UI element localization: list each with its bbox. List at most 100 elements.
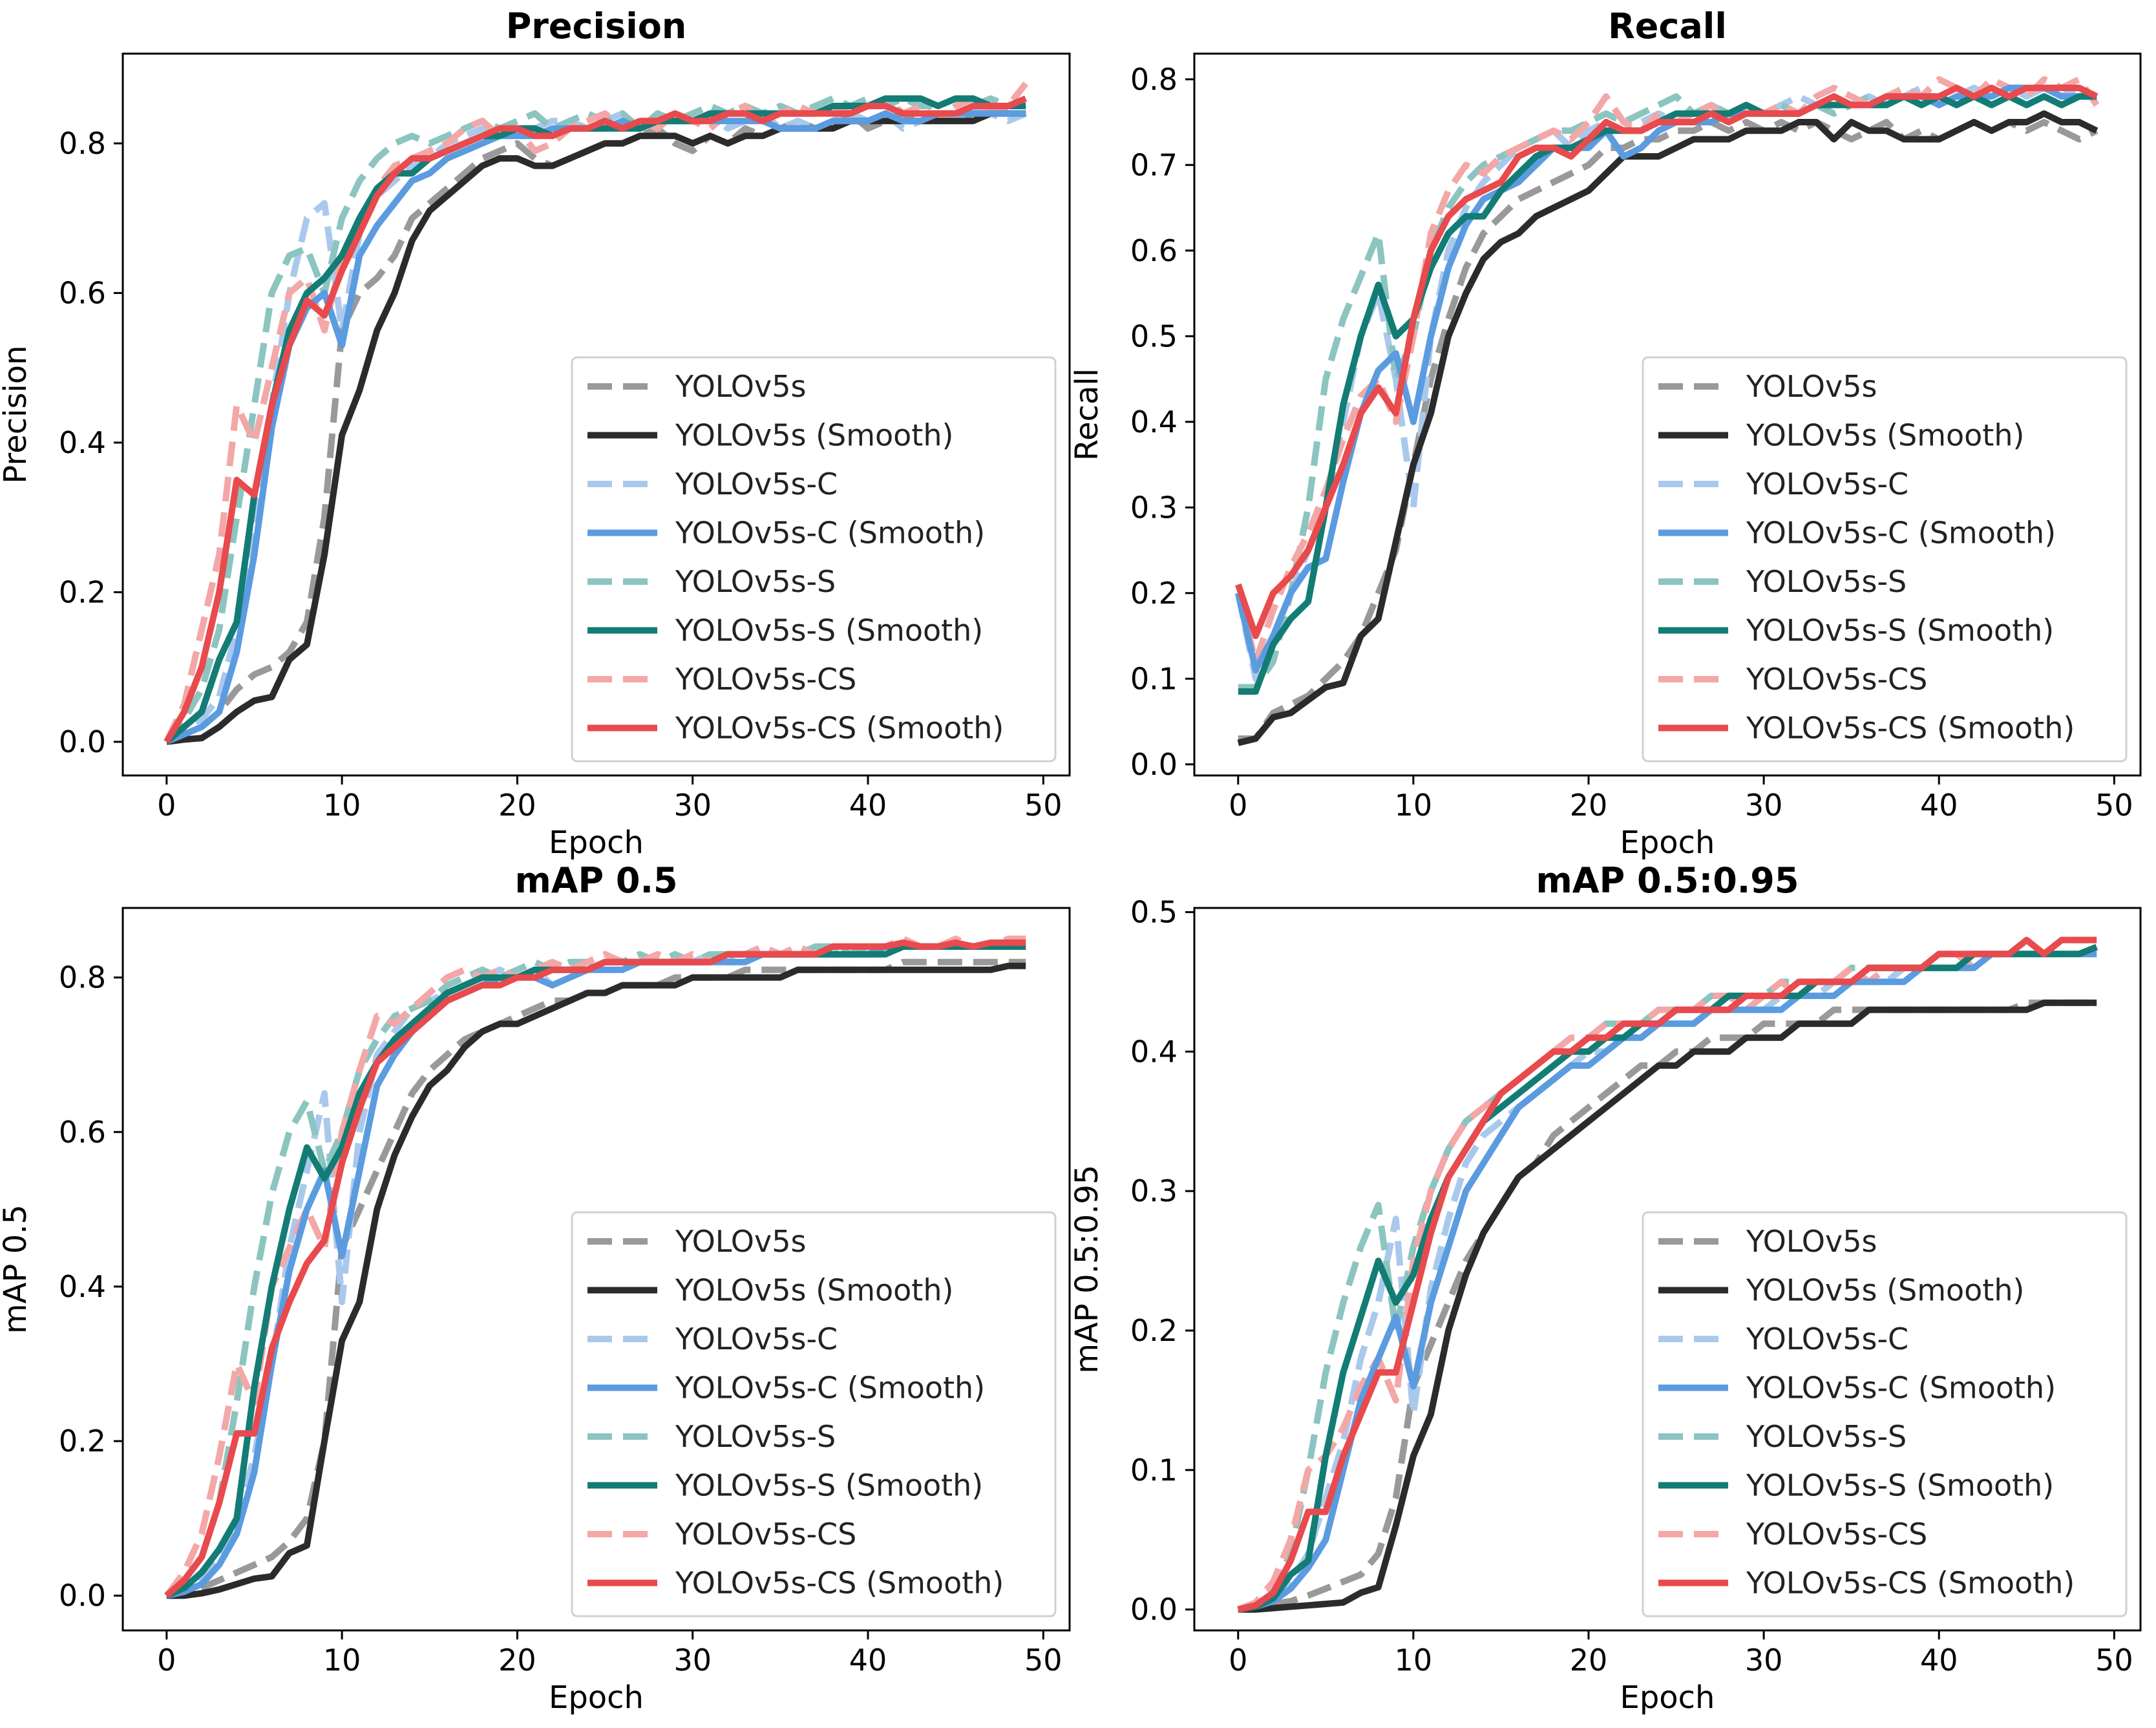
chart-panel-map-0-5: mAP 0.5 0 10 20 30 40 50 0.0 0.2 0.4 0.6 0.8 Epoch mA… xyxy=(0,860,1071,1716)
x-tick-label: 40 xyxy=(849,788,887,823)
y-tick-label: 0.8 xyxy=(59,960,106,995)
legend: YOLOv5s YOLOv5s (Smooth) YOLOv5s-C YOLOv5s-… xyxy=(571,1211,1057,1617)
plot-area xyxy=(164,81,1029,745)
legend-label: YOLOv5s-S xyxy=(675,564,836,599)
x-axis-label: Epoch xyxy=(1620,825,1715,861)
chart-panel-precision: Precision 0 10 20 30 40 50 0.0 0.2 0.4 0.6 0.8 Epoch… xyxy=(0,6,1071,861)
y-tick-label: 0.4 xyxy=(1130,1034,1178,1069)
y-tick-label: 0.4 xyxy=(59,1269,106,1304)
plot-frame xyxy=(122,907,1071,1632)
x-tick-label: 40 xyxy=(1920,1643,1958,1678)
series-line-yolov5s-smooth xyxy=(1237,110,2098,746)
legend-label: YOLOv5s-C (Smooth) xyxy=(675,516,985,551)
legend-label: YOLOv5s-S xyxy=(1746,564,1907,599)
y-tick-label: 0.0 xyxy=(59,1578,106,1613)
x-tick-label: 50 xyxy=(1024,788,1062,823)
legend-label: YOLOv5s-C (Smooth) xyxy=(1746,516,2056,551)
plot-area xyxy=(1236,936,2098,1613)
x-tick-label: 0 xyxy=(157,1643,176,1678)
legend-label: YOLOv5s-CS xyxy=(675,662,856,697)
series-line-yolov5s-s-smooth xyxy=(164,95,1026,744)
y-tick-label: 0.2 xyxy=(1130,1313,1178,1348)
x-tick-label: 10 xyxy=(323,788,361,823)
plot-frame xyxy=(1193,907,2142,1632)
y-tick-label: 0.8 xyxy=(59,126,106,161)
legend-label: YOLOv5s-CS (Smooth) xyxy=(675,1566,1004,1601)
x-tick-label: 10 xyxy=(323,1643,361,1678)
series-line-yolov5s-cs-smooth xyxy=(164,939,1026,1598)
legend-label: YOLOv5s-CS (Smooth) xyxy=(675,711,1004,746)
y-tick-label: 0.3 xyxy=(1130,1174,1178,1208)
legend: YOLOv5s YOLOv5s (Smooth) YOLOv5s-C YOLOv5s-… xyxy=(1642,356,2128,763)
series-line-yolov5s-smooth xyxy=(1238,999,2097,1613)
legend-label: YOLOv5s-CS (Smooth) xyxy=(1746,1566,2075,1601)
y-tick-label: 0.0 xyxy=(59,724,106,759)
y-tick-label: 0.2 xyxy=(59,1424,106,1459)
x-tick-label: 30 xyxy=(673,788,712,823)
chart-panel-map-0-5-0-95: mAP 0.5:0.95 0 10 20 30 40 50 0.0 0.1 0.2 0.3 0.4 0.… xyxy=(1069,860,2142,1716)
y-axis-label: Precision xyxy=(0,345,34,483)
legend-label: YOLOv5s-C xyxy=(1746,1322,1908,1356)
legend-label: YOLOv5s-S xyxy=(1746,1419,1907,1454)
legend-label: YOLOv5s-CS xyxy=(1746,1517,1927,1552)
legend-label: YOLOv5s xyxy=(1746,1224,1877,1259)
y-tick-label: 0.4 xyxy=(59,425,106,460)
x-tick-label: 0 xyxy=(1229,1643,1247,1678)
y-axis-label: mAP 0.5:0.95 xyxy=(1069,1164,1105,1373)
chart-title: mAP 0.5:0.95 xyxy=(1536,860,1799,901)
y-tick-label: 0.1 xyxy=(1130,661,1178,696)
series-line-yolov5s-cs-smooth xyxy=(1235,85,2098,639)
y-tick-label: 0.8 xyxy=(1130,62,1178,97)
legend-box xyxy=(571,356,1057,763)
legend-label: YOLOv5s-C xyxy=(675,467,838,501)
y-tick-label: 0.5 xyxy=(1130,894,1178,929)
legend-label: YOLOv5s (Smooth) xyxy=(1746,418,2024,453)
x-tick-label: 20 xyxy=(498,1643,536,1678)
y-tick-label: 0.6 xyxy=(1130,233,1178,268)
y-axis-label: Recall xyxy=(1069,368,1105,461)
chart-title: mAP 0.5 xyxy=(514,860,677,901)
legend-label: YOLOv5s-S xyxy=(675,1419,836,1454)
x-tick-label: 50 xyxy=(2095,1643,2133,1678)
legend-label: YOLOv5s xyxy=(675,369,806,404)
x-tick-label: 30 xyxy=(1745,788,1783,823)
x-axis-label: Epoch xyxy=(1620,1680,1715,1716)
legend-label: YOLOv5s-C (Smooth) xyxy=(675,1371,985,1406)
x-axis-label: Epoch xyxy=(549,825,644,861)
chart-title: Precision xyxy=(506,6,687,47)
x-tick-label: 50 xyxy=(2095,788,2133,823)
x-tick-label: 30 xyxy=(673,1643,712,1678)
x-tick-label: 0 xyxy=(157,788,176,823)
legend-label: YOLOv5s xyxy=(675,1224,806,1259)
series-line-yolov5s-c xyxy=(1234,85,2098,682)
legend-label: YOLOv5s-S (Smooth) xyxy=(675,1468,983,1503)
legend-label: YOLOv5s-S (Smooth) xyxy=(1746,1468,2054,1503)
y-tick-label: 0.2 xyxy=(1130,576,1178,611)
plot-frame xyxy=(1193,52,2142,777)
y-tick-label: 0.6 xyxy=(59,1115,106,1150)
x-axis-label: Epoch xyxy=(549,1680,644,1716)
series-line-yolov5s xyxy=(1238,119,2098,742)
legend-label: YOLOv5s-C (Smooth) xyxy=(1746,1371,2056,1406)
legend-label: YOLOv5s-CS (Smooth) xyxy=(1746,711,2075,746)
legend-label: YOLOv5s-C xyxy=(1746,467,1908,501)
legend-box xyxy=(1642,1211,2128,1617)
y-axis-label: mAP 0.5 xyxy=(0,1205,34,1334)
x-tick-label: 40 xyxy=(849,1643,887,1678)
x-tick-label: 30 xyxy=(1745,1643,1783,1678)
x-tick-label: 10 xyxy=(1395,788,1433,823)
legend-label: YOLOv5s (Smooth) xyxy=(675,1273,953,1308)
series-line-yolov5s-smooth xyxy=(166,962,1026,1599)
legend-box xyxy=(1642,356,2128,763)
legend-label: YOLOv5s-C xyxy=(675,1322,838,1356)
series-line-yolov5s-smooth xyxy=(166,110,1026,745)
y-tick-label: 0.1 xyxy=(1130,1453,1178,1488)
series-line-yolov5s-s-smooth xyxy=(1238,93,2097,695)
legend-label: YOLOv5s xyxy=(1746,369,1877,404)
x-tick-label: 40 xyxy=(1920,788,1958,823)
y-tick-label: 0.7 xyxy=(1130,147,1178,182)
legend-label: YOLOv5s-S (Smooth) xyxy=(675,613,983,648)
x-tick-label: 50 xyxy=(1024,1643,1062,1678)
y-tick-label: 0.4 xyxy=(1130,405,1178,439)
chart-title: Recall xyxy=(1608,6,1727,47)
